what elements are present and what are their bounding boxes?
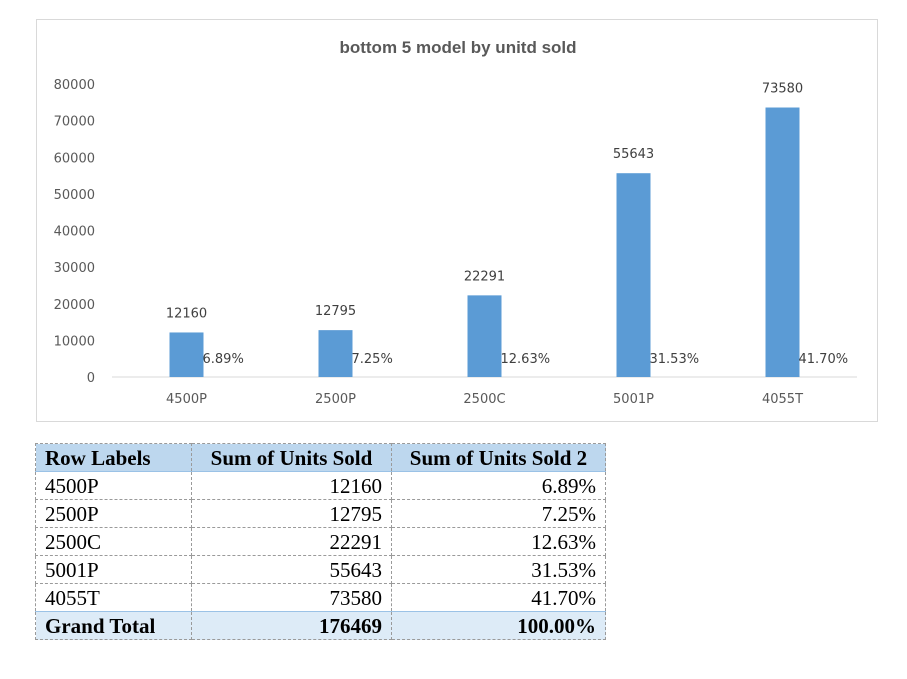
percent-cell[interactable]: 41.70%	[391, 583, 606, 612]
table-row[interactable]: 4500P 12160 6.89%	[35, 471, 606, 500]
bar-series	[169, 107, 800, 378]
x-tick-label: 2500C	[463, 392, 505, 407]
units-cell[interactable]: 55643	[191, 555, 392, 584]
percent-label: 6.89%	[203, 352, 244, 367]
x-axis: 4500P 2500P 2500C 5001P 4055T	[166, 392, 803, 407]
table-row[interactable]: 4055T 73580 41.70%	[35, 583, 606, 612]
units-cell[interactable]: 73580	[191, 583, 392, 612]
units-cell[interactable]: 22291	[191, 527, 392, 556]
grand-total-row[interactable]: Grand Total 176469 100.00%	[35, 611, 606, 640]
units-cell[interactable]: 12160	[191, 471, 392, 500]
column-header-sum-units-2: Sum of Units Sold 2	[391, 443, 606, 472]
y-tick-label: 50000	[54, 188, 95, 203]
value-label: 12160	[166, 306, 207, 321]
percent-cell[interactable]: 31.53%	[391, 555, 606, 584]
percent-cell[interactable]: 12.63%	[391, 527, 606, 556]
column-header-row-labels[interactable]: Row Labels	[35, 443, 192, 472]
units-cell[interactable]: 12795	[191, 499, 392, 528]
percent-cell[interactable]: 7.25%	[391, 499, 606, 528]
y-tick-label: 30000	[54, 261, 95, 276]
x-tick-label: 5001P	[613, 392, 654, 407]
y-tick-label: 60000	[54, 151, 95, 166]
pivot-table: Row Labels Sum of Units Sold Sum of Unit…	[35, 443, 606, 640]
bar-chart: bottom 5 model by unitd sold 0 10000 20000…	[54, 38, 857, 407]
value-label: 73580	[762, 82, 803, 97]
percent-label: 12.63%	[501, 352, 551, 367]
y-tick-label: 70000	[54, 115, 95, 130]
percent-cell[interactable]: 6.89%	[391, 471, 606, 500]
table-row[interactable]: 5001P 55643 31.53%	[35, 555, 606, 584]
y-tick-label: 10000	[54, 334, 95, 349]
y-tick-label: 0	[87, 371, 95, 386]
row-label[interactable]: 4500P	[35, 471, 192, 500]
x-tick-label: 2500P	[315, 392, 356, 407]
y-tick-label: 20000	[54, 298, 95, 313]
y-tick-label: 80000	[54, 78, 95, 93]
y-tick-label: 40000	[54, 225, 95, 240]
row-label[interactable]: 2500C	[35, 527, 192, 556]
table-row[interactable]: 2500P 12795 7.25%	[35, 499, 606, 528]
value-label: 22291	[464, 269, 505, 284]
column-header-sum-units: Sum of Units Sold	[191, 443, 392, 472]
table-header-row: Row Labels Sum of Units Sold Sum of Unit…	[35, 443, 606, 472]
y-axis: 0 10000 20000 30000 40000 50000 60000 70000 8000…	[54, 78, 95, 386]
x-tick-label: 4500P	[166, 392, 207, 407]
percent-label: 31.53%	[650, 352, 700, 367]
bar-4055T[interactable]	[765, 107, 800, 378]
bar-5001P[interactable]	[616, 173, 651, 377]
grand-total-percent[interactable]: 100.00%	[391, 611, 606, 640]
row-label[interactable]: 4055T	[35, 583, 192, 612]
bar-2500C[interactable]	[467, 295, 502, 377]
chart-area: bottom 5 model by unitd sold 0 10000 20000…	[36, 19, 878, 422]
percent-label: 41.70%	[799, 352, 849, 367]
grand-total-label[interactable]: Grand Total	[35, 611, 192, 640]
grand-total-units[interactable]: 176469	[191, 611, 392, 640]
value-labels: 12160 12795 22291 55643 73580	[166, 82, 803, 322]
percent-label: 7.25%	[352, 352, 393, 367]
table-row[interactable]: 2500C 22291 12.63%	[35, 527, 606, 556]
value-label: 55643	[613, 147, 654, 162]
percent-labels: 6.89% 7.25% 12.63% 31.53% 41.70%	[203, 352, 849, 367]
x-tick-label: 4055T	[762, 392, 803, 407]
bar-2500P[interactable]	[318, 330, 353, 377]
row-label[interactable]: 5001P	[35, 555, 192, 584]
row-label[interactable]: 2500P	[35, 499, 192, 528]
value-label: 12795	[315, 304, 356, 319]
chart-title: bottom 5 model by unitd sold	[339, 38, 576, 57]
bar-4500P[interactable]	[169, 332, 204, 377]
